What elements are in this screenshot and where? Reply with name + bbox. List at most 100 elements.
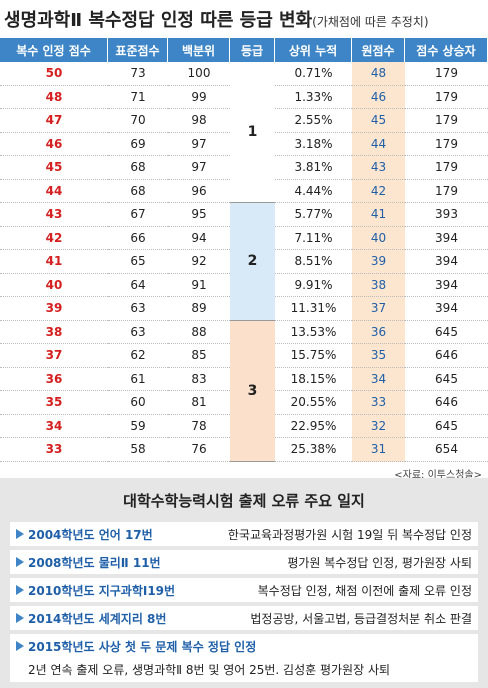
bullet-shape bbox=[16, 641, 24, 651]
column-header: 점수 상승자 bbox=[405, 38, 488, 62]
table-cell: 394 bbox=[405, 297, 488, 321]
table-cell: 35 bbox=[352, 344, 405, 368]
bullet bbox=[16, 557, 24, 567]
table-cell: 62 bbox=[108, 344, 168, 368]
table-cell: 69 bbox=[108, 133, 168, 156]
table-cell: 58 bbox=[108, 438, 168, 462]
table-cell: 11.31% bbox=[275, 297, 352, 321]
table-cell: 36 bbox=[352, 320, 405, 344]
timeline-item: 2014학년도 세계지리 8번 법정공방, 서울고법, 등급결정처분 취소 판결 bbox=[10, 606, 478, 630]
table-cell: 3.81% bbox=[275, 156, 352, 180]
table-cell: 38 bbox=[0, 321, 108, 344]
table-cell: 35 bbox=[0, 391, 108, 415]
table-cell: 78 bbox=[168, 415, 230, 438]
table-cell: 48 bbox=[352, 62, 405, 86]
timeline-item: 2010학년도 지구과학Ⅰ19번 복수정답 인정, 채점 이전에 출제 오류 인정 bbox=[10, 578, 478, 602]
table-cell: 71 bbox=[108, 86, 168, 109]
table-cell: 33 bbox=[352, 391, 405, 415]
table-cell: 66 bbox=[108, 227, 168, 250]
table-cell: 179 bbox=[405, 180, 488, 203]
table-cell: 96 bbox=[168, 180, 230, 203]
table-cell: 15.75% bbox=[275, 344, 352, 368]
bullet bbox=[16, 529, 24, 539]
table-cell: 37 bbox=[0, 344, 108, 368]
table-cell: 81 bbox=[168, 391, 230, 415]
table-cell: 68 bbox=[108, 180, 168, 203]
table-cell: 13.53% bbox=[275, 321, 352, 344]
table-cell: 393 bbox=[405, 203, 488, 227]
table-cell: 97 bbox=[168, 133, 230, 156]
item-text: 법정공방, 서울고법, 등급결정처분 취소 판결 bbox=[250, 612, 472, 626]
grade-cell: 3 bbox=[230, 320, 275, 462]
table-cell: 98 bbox=[168, 109, 230, 133]
item-label: 2008학년도 물리Ⅱ 11번 bbox=[28, 556, 161, 570]
table-cell: 60 bbox=[108, 391, 168, 415]
source: <자료: 이투스청솔> bbox=[394, 470, 482, 481]
table-cell: 1.33% bbox=[275, 86, 352, 109]
column-header: 복수 인정 점수 bbox=[0, 38, 108, 62]
table: 복수 인정 점수 표준점수 백분위 등급 상위 누적 원점수 점수 상승자 1 50 73 100 0… bbox=[0, 38, 488, 463]
table-cell: 2.55% bbox=[275, 109, 352, 133]
item-label: 2004학년도 언어 17번 bbox=[28, 528, 153, 542]
item-label: 2010학년도 지구과학Ⅰ19번 bbox=[28, 584, 176, 598]
table-cell: 179 bbox=[405, 62, 488, 86]
title: 생명과학Ⅱ 복수정답 인정 따른 등급 변화 bbox=[4, 10, 313, 31]
table-cell: 44 bbox=[352, 132, 405, 156]
timeline-title: 대학수학능력시험 출제 오류 주요 일지 bbox=[123, 492, 365, 510]
table-cell: 645 bbox=[405, 415, 488, 438]
table-cell: 88 bbox=[168, 321, 230, 344]
table-cell: 43 bbox=[352, 156, 405, 180]
column-header: 표준점수 bbox=[108, 38, 168, 62]
table-cell: 85 bbox=[168, 344, 230, 368]
column-header: 상위 누적 bbox=[275, 38, 352, 62]
timeline-panel: 대학수학능력시험 출제 오류 주요 일지 2004학년도 언어 17번 한국교육과… bbox=[0, 478, 488, 688]
table-cell: 20.55% bbox=[275, 391, 352, 415]
table-cell: 18.15% bbox=[275, 368, 352, 391]
table-cell: 8.51% bbox=[275, 250, 352, 274]
table-cell: 46 bbox=[352, 85, 405, 109]
table-cell: 41 bbox=[352, 203, 405, 227]
timeline-item: 2004학년도 언어 17번 한국교육과정평가원 시험 19일 뒤 복수정답 인정 bbox=[10, 522, 478, 546]
table-cell: 45 bbox=[352, 109, 405, 133]
table-cell: 48 bbox=[0, 86, 108, 109]
table-cell: 38 bbox=[352, 273, 405, 297]
table-cell: 654 bbox=[405, 438, 488, 462]
column-header: 백분위 bbox=[168, 38, 230, 62]
table-cell: 45 bbox=[0, 156, 108, 180]
table-cell: 70 bbox=[108, 109, 168, 133]
table-cell: 3.18% bbox=[275, 133, 352, 156]
item-text: 2년 연속 출제 오류, 생명과학Ⅱ 8번 및 영어 25번. 김성훈 평가원장… bbox=[28, 663, 391, 677]
item-label: 2014학년도 세계지리 8번 bbox=[28, 612, 167, 626]
table-cell: 33 bbox=[0, 438, 108, 462]
table-cell: 34 bbox=[0, 415, 108, 438]
table-cell: 40 bbox=[0, 274, 108, 297]
table-cell: 179 bbox=[405, 133, 488, 156]
table-cell: 179 bbox=[405, 86, 488, 109]
table-cell: 22.95% bbox=[275, 415, 352, 438]
table-cell: 179 bbox=[405, 109, 488, 133]
table-cell: 36 bbox=[0, 368, 108, 391]
bullet-shape bbox=[16, 613, 24, 623]
table-cell: 92 bbox=[168, 250, 230, 274]
table-cell: 68 bbox=[108, 156, 168, 180]
table-cell: 61 bbox=[108, 368, 168, 391]
item-text: 평가원 복수정답 인정, 평가원장 사퇴 bbox=[287, 556, 472, 570]
bullet bbox=[16, 641, 24, 651]
table-cell: 64 bbox=[108, 274, 168, 297]
table-cell: 5.77% bbox=[275, 203, 352, 227]
table-cell: 94 bbox=[168, 227, 230, 250]
table-cell: 39 bbox=[0, 297, 108, 321]
table-cell: 63 bbox=[108, 297, 168, 321]
title-line: 생명과학Ⅱ 복수정답 인정 따른 등급 변화(가채점에 따른 추정치) bbox=[4, 6, 429, 32]
table-cell: 39 bbox=[352, 250, 405, 274]
grade-cell: 2 bbox=[230, 203, 275, 321]
table-cell: 47 bbox=[0, 109, 108, 133]
table-cell: 95 bbox=[168, 203, 230, 227]
bullet-shape bbox=[16, 529, 24, 539]
table-cell: 99 bbox=[168, 86, 230, 109]
bullet-shape bbox=[16, 585, 24, 595]
table-cell: 645 bbox=[405, 368, 488, 391]
timeline-item: 2015학년도 사상 첫 두 문제 복수 정답 인정 2년 연속 출제 오류, 생… bbox=[10, 634, 478, 682]
column-header: 원점수 bbox=[352, 38, 405, 62]
